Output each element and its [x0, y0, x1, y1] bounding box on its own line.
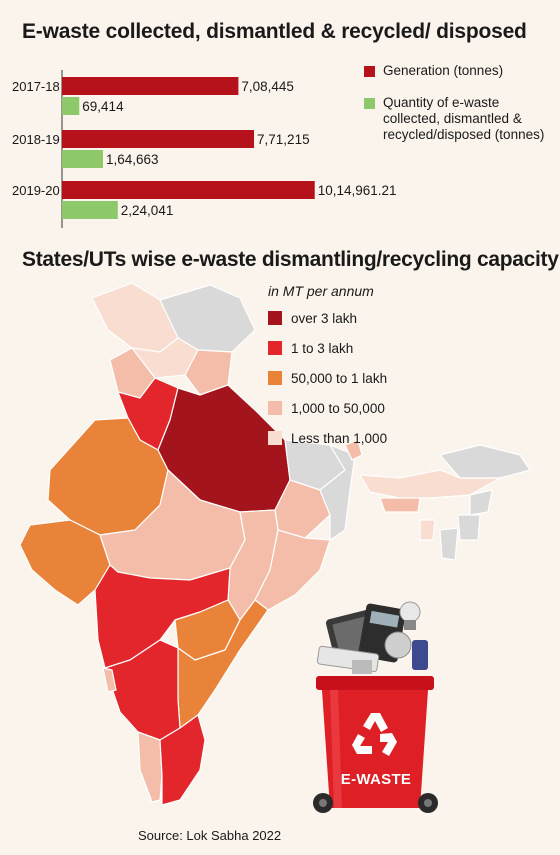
map-region-nagaland: [469, 489, 493, 516]
gadgets-pile-icon: [316, 601, 428, 674]
map-region-kerala: [137, 731, 163, 803]
category-label: 2017-18: [12, 79, 60, 94]
map-region-madhya-pradesh: [99, 469, 246, 581]
map-region-manipur: [457, 514, 481, 541]
map-legend-item: 1 to 3 lakh: [268, 338, 387, 358]
legend-item-collected: Quantity of e-waste collected, dismantle…: [364, 95, 554, 143]
map-region-tripura: [419, 519, 436, 541]
map-region-mizoram: [439, 527, 459, 561]
map-region-haryana: [117, 377, 179, 451]
collected-bar: [62, 150, 104, 168]
chart-title: E-waste collected, dismantled & recycled…: [22, 20, 527, 43]
map-legend-swatch: [268, 311, 282, 325]
map-legend-swatch: [268, 401, 282, 415]
map-legend-label: over 3 lakh: [291, 310, 358, 326]
bar-value-label: 7,08,445: [241, 79, 294, 94]
map-region-chhattisgarh: [227, 509, 279, 621]
map-region-gujarat: [19, 519, 111, 606]
recycle-icon: [352, 713, 397, 756]
category-label: 2019-20: [12, 183, 60, 198]
map-region-meghalaya: [379, 497, 421, 513]
category-label: 2018-19: [12, 132, 60, 147]
map-region-maharashtra: [94, 564, 231, 669]
map-title: States/UTs wise e-waste dismantling/recy…: [22, 248, 559, 271]
map-legend-title: in MT per annum: [268, 283, 374, 299]
map-region-uttarakhand: [184, 349, 233, 396]
map-region-odisha: [254, 529, 331, 611]
map-legend-item: over 3 lakh: [268, 308, 387, 328]
source-note: Source: Lok Sabha 2022: [138, 828, 282, 843]
map-region-telangana: [174, 599, 241, 661]
map-region-karnataka: [104, 639, 181, 741]
map-region-assam: [359, 469, 501, 499]
map-region-jammu-kashmir: [91, 282, 179, 353]
map-region-rajasthan: [47, 417, 169, 536]
map-legend-swatch: [268, 341, 282, 355]
map-legend-label: 50,000 to 1 lakh: [291, 370, 388, 386]
legend-item-generation: Generation (tonnes): [364, 63, 554, 79]
legend-swatch-generation: [364, 66, 375, 77]
collected-bar: [62, 201, 118, 219]
legend-label-generation: Generation (tonnes): [383, 63, 504, 78]
bar-value-label: 1,64,663: [106, 152, 159, 167]
map-region-tamil-nadu: [159, 714, 206, 806]
bin-icon: [313, 676, 438, 813]
map-legend-label: 1,000 to 50,000: [291, 400, 385, 416]
bar-value-label: 10,14,961.21: [318, 183, 397, 198]
map-region-jharkhand: [274, 479, 331, 539]
generation-bar: [62, 77, 239, 95]
map-region-west-bengal: [319, 444, 356, 541]
map-legend-item: 1,000 to 50,000: [268, 398, 387, 418]
map-region-himachal: [131, 337, 199, 379]
map-legend-item: Less than 1,000: [268, 428, 387, 448]
map-region-punjab: [109, 347, 156, 399]
map-legend: in MT per annum over 3 lakh 1 to 3 lakh …: [268, 283, 387, 458]
collected-bar: [62, 97, 80, 115]
map-region-arunachal: [439, 444, 531, 479]
bar-value-label: 2,24,041: [121, 203, 174, 218]
legend-label-collected: Quantity of e-waste collected, dismantle…: [383, 95, 545, 142]
bar-legend: Generation (tonnes) Quantity of e-waste …: [364, 63, 554, 159]
map-legend-label: Less than 1,000: [291, 430, 388, 446]
map-legend-swatch: [268, 431, 282, 445]
bar-value-label: 69,414: [82, 99, 124, 114]
map-legend-swatch: [268, 371, 282, 385]
generation-bar: [62, 181, 315, 199]
map-region-goa: [102, 667, 117, 693]
map-region-andhra-pradesh: [177, 599, 269, 729]
legend-swatch-collected: [364, 98, 375, 109]
generation-bar: [62, 130, 255, 148]
bar-value-label: 7,71,215: [257, 132, 310, 147]
bar-chart: 2017-18 7,08,445 69,414 2018-19 7,71,215 1,64…: [12, 70, 397, 228]
map-region-ladakh: [159, 284, 256, 353]
map-legend-label: 1 to 3 lakh: [291, 340, 354, 356]
bin-label: E-WASTE: [340, 771, 412, 788]
map-legend-item: 50,000 to 1 lakh: [268, 368, 387, 388]
